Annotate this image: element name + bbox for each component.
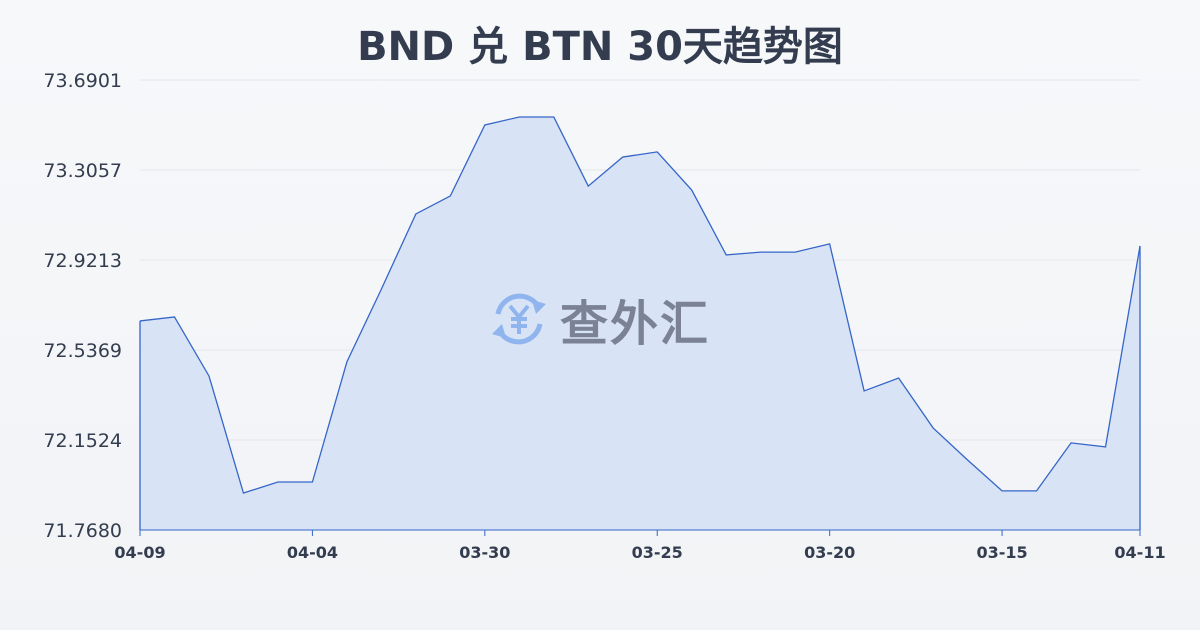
yuan-exchange-icon xyxy=(492,293,546,345)
y-tick-label: 73.3057 xyxy=(43,160,122,182)
watermark-text: 查外汇 xyxy=(560,296,711,352)
area-fill xyxy=(140,117,1140,530)
x-tick-label: 03-25 xyxy=(632,543,683,562)
x-tick-label: 04-04 xyxy=(287,543,338,562)
x-tick-label: 03-30 xyxy=(459,543,510,562)
x-tick-label: 03-20 xyxy=(804,543,855,562)
y-tick-label: 73.6901 xyxy=(43,70,122,92)
watermark: 查外汇 xyxy=(488,284,710,354)
x-tick-label: 04-09 xyxy=(114,543,165,562)
chart-title: BND 兑 BTN 30天趋势图 xyxy=(357,24,843,70)
x-tick-label: 04-11 xyxy=(1114,543,1165,562)
y-tick-label: 72.5369 xyxy=(43,340,122,362)
y-tick-label: 71.7680 xyxy=(43,520,122,542)
series-line xyxy=(139,116,1141,494)
y-tick-label: 72.1524 xyxy=(43,430,122,452)
x-tick-label: 03-15 xyxy=(976,543,1027,562)
y-tick-label: 72.9213 xyxy=(43,250,122,272)
